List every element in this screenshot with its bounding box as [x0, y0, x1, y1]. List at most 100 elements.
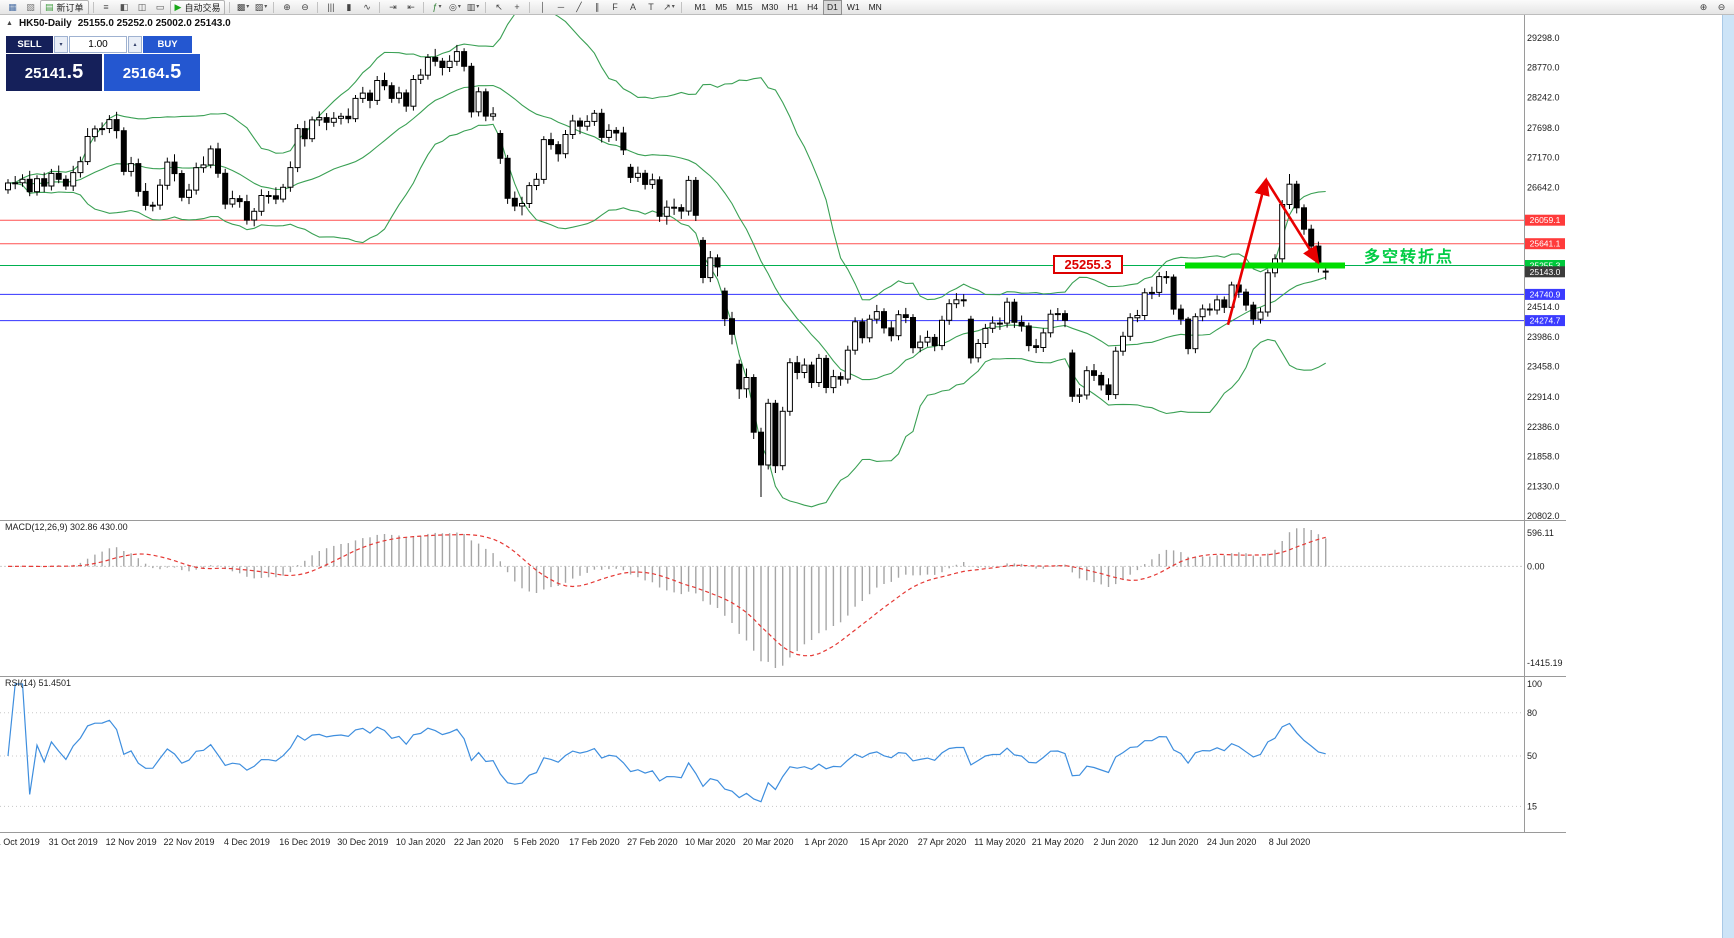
rsi-indicator-label: RSI(14) 51.4501 [5, 678, 72, 688]
svg-text:27 Apr 2020: 27 Apr 2020 [918, 837, 967, 847]
line-chart-icon[interactable]: ∿ [363, 1, 371, 12]
timeframe-m1[interactable]: M1 [694, 1, 707, 12]
window-zoom-icon[interactable]: ▧ [26, 1, 35, 12]
magnifier-minus-icon[interactable]: ⊖ [1717, 1, 1726, 12]
one-click-trading-panel: SELL ▾ ▴ BUY 25141 .5 25164 .5 [6, 36, 200, 91]
svg-text:16 Dec 2019: 16 Dec 2019 [279, 837, 330, 847]
auto-scroll-icon[interactable]: ⇥ [389, 1, 397, 12]
symbol-direction-icon: ▲ [6, 20, 13, 27]
market-watch-icon[interactable]: ≡ [103, 1, 109, 12]
svg-text:12 Jun 2020: 12 Jun 2020 [1149, 837, 1199, 847]
volume-input[interactable] [69, 36, 127, 53]
svg-text:5 Feb 2020: 5 Feb 2020 [514, 837, 560, 847]
text-icon[interactable]: A [629, 1, 636, 12]
channel-icon[interactable]: ∥ [594, 1, 600, 12]
svg-text:1 Apr 2020: 1 Apr 2020 [804, 837, 848, 847]
svg-text:8 Jul 2020: 8 Jul 2020 [1269, 837, 1311, 847]
svg-text:10 Jan 2020: 10 Jan 2020 [396, 837, 446, 847]
magnifier-plus-icon[interactable]: ⊕ [1699, 1, 1708, 12]
svg-text:22 Jan 2020: 22 Jan 2020 [454, 837, 504, 847]
main-toolbar: ▦ ▧ ▤ 新订单 ≡ ◧ ◫ ▭ ▶ 自动交易 ▩ ▾ ▨ ▾ ⊕ ⊖ ||| ▮ ∿ ⇥ ⇤ ƒ ▾ ◎ ▾ ▥ ▾ ↖ + │ ─ ╱ ∥… [0, 0, 1734, 15]
svg-text:28770.0: 28770.0 [1527, 63, 1560, 73]
svg-text:22 Nov 2019: 22 Nov 2019 [163, 837, 214, 847]
volume-increase-button[interactable]: ▴ [128, 36, 142, 53]
periods-icon[interactable]: ◎ ▾ [449, 1, 461, 12]
timeframe-h4[interactable]: H4 [807, 1, 818, 12]
svg-text:15 Apr 2020: 15 Apr 2020 [860, 837, 909, 847]
svg-text:20802.0: 20802.0 [1527, 511, 1560, 521]
bar-chart-icon[interactable]: ||| [327, 1, 335, 12]
cursor-icon[interactable]: ↖ [495, 1, 503, 12]
buy-price-button[interactable]: 25164 .5 [104, 54, 200, 91]
zoom-in-icon[interactable]: ⊕ [283, 1, 291, 12]
buy-button[interactable]: BUY [143, 36, 192, 53]
autotrading-button[interactable]: ▶ 自动交易 [169, 0, 226, 15]
trendline-icon[interactable]: ╱ [576, 1, 582, 12]
svg-text:24 Jun 2020: 24 Jun 2020 [1207, 837, 1257, 847]
terminal-icon[interactable]: ▭ [155, 1, 165, 12]
svg-text:4 Dec 2019: 4 Dec 2019 [224, 837, 270, 847]
vertical-line-icon[interactable]: │ [540, 1, 546, 12]
svg-text:22386.0: 22386.0 [1527, 422, 1560, 432]
timeframe-m15[interactable]: M15 [736, 1, 753, 12]
turning-point-annotation[interactable]: 多空转折点 [1364, 249, 1455, 266]
timeframe-w1[interactable]: W1 [846, 1, 860, 12]
arrows-icon[interactable]: ↗ ▾ [663, 1, 675, 12]
svg-text:23986.0: 23986.0 [1527, 332, 1560, 342]
new-order-button[interactable]: ▤ 新订单 [40, 0, 89, 15]
svg-text:31 Oct 2019: 31 Oct 2019 [49, 837, 98, 847]
svg-text:25641.1: 25641.1 [1530, 239, 1561, 249]
sell-price-button[interactable]: 25141 .5 [6, 54, 102, 91]
indicators-icon[interactable]: ƒ ▾ [432, 1, 442, 12]
volume-decrease-button[interactable]: ▾ [54, 36, 68, 53]
toolbar-separator [379, 1, 381, 13]
sell-price-frac: .5 [66, 61, 84, 83]
autotrading-button-icon: ▶ [174, 1, 182, 12]
timeframe-m5[interactable]: M5 [715, 1, 728, 12]
data-window-icon[interactable]: ◧ [119, 1, 129, 12]
svg-text:12 Nov 2019: 12 Nov 2019 [106, 837, 157, 847]
sell-price-main: 25141 [24, 65, 67, 82]
toolbar-separator [317, 1, 319, 13]
toolbar-separator [485, 1, 487, 13]
svg-text:25143.0: 25143.0 [1530, 267, 1561, 277]
timeframe-h1[interactable]: H1 [787, 1, 799, 12]
profiles-icon[interactable]: ▨ ▾ [254, 1, 268, 12]
new-chart-icon[interactable]: ▩ ▾ [236, 1, 250, 12]
svg-text:10 Mar 2020: 10 Mar 2020 [685, 837, 736, 847]
svg-text:11 May 2020: 11 May 2020 [974, 837, 1025, 847]
toolbar-separator [423, 1, 425, 13]
timeframe-mn[interactable]: MN [868, 1, 882, 12]
svg-text:80: 80 [1527, 708, 1537, 718]
svg-text:27 Feb 2020: 27 Feb 2020 [627, 837, 678, 847]
svg-text:24514.0: 24514.0 [1527, 302, 1560, 312]
svg-text:-1415.19: -1415.19 [1527, 658, 1563, 668]
chart-canvas[interactable]: 29298.0 28770.0 28242.0 27698.0 27170.0 26642… [0, 0, 1566, 860]
text-label-icon[interactable]: T [648, 1, 654, 12]
svg-text:2 Jun 2020: 2 Jun 2020 [1093, 837, 1138, 847]
price-level-annotation[interactable]: 25255.3 [1053, 255, 1123, 274]
zoom-out-icon[interactable]: ⊖ [301, 1, 309, 12]
templates-icon[interactable]: ▥ ▾ [466, 1, 480, 12]
crosshair-icon[interactable]: + [514, 1, 520, 12]
svg-text:21858.0: 21858.0 [1527, 452, 1560, 462]
new-chart-window-icon[interactable]: ▦ [8, 1, 17, 12]
svg-text:24740.9: 24740.9 [1530, 289, 1561, 299]
svg-text:0.00: 0.00 [1527, 561, 1545, 571]
svg-text:25255.3: 25255.3 [1530, 261, 1561, 271]
sell-button[interactable]: SELL [6, 36, 53, 53]
svg-text:27170.0: 27170.0 [1527, 153, 1560, 163]
ohlc-values: 25155.0 25252.0 25002.0 25143.0 [77, 18, 231, 29]
chart-shift-icon[interactable]: ⇤ [407, 1, 415, 12]
horizontal-line-icon[interactable]: ─ [557, 1, 565, 12]
new-order-button-label: 新订单 [56, 2, 84, 13]
vertical-scrollbar[interactable] [1722, 15, 1734, 938]
timeframe-group: M1 M5 M15 M30 H1 H4 D1 W1 MN [690, 0, 885, 15]
macd-indicator-label: MACD(12,26,9) 302.86 430.00 [5, 522, 128, 532]
navigator-icon[interactable]: ◫ [137, 1, 147, 12]
timeframe-d1[interactable]: D1 [822, 0, 842, 15]
svg-text:50: 50 [1527, 751, 1537, 761]
fibonacci-icon[interactable]: F [612, 1, 618, 12]
candlestick-chart-icon[interactable]: ▮ [346, 1, 352, 12]
timeframe-m30[interactable]: M30 [761, 1, 779, 12]
